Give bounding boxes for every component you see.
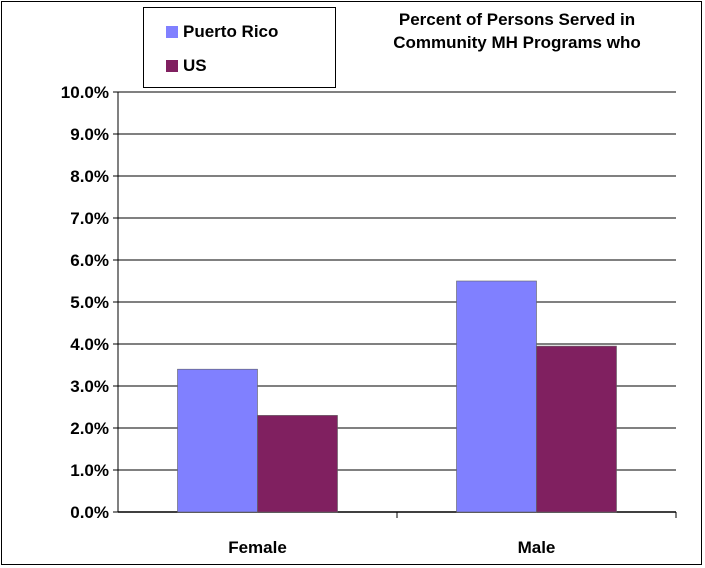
legend-swatch-us <box>166 60 178 72</box>
chart-title-line-2: Community MH Programs who <box>393 33 641 52</box>
bar-us-female <box>257 415 338 513</box>
legend-item-us: US <box>166 56 207 76</box>
y-tick-label: 10.0% <box>61 83 109 102</box>
x-tick-label: Male <box>518 538 556 557</box>
legend-label-puerto-rico: Puerto Rico <box>183 22 279 41</box>
legend-label-us: US <box>183 56 207 75</box>
legend: Puerto Rico US <box>143 7 336 88</box>
y-tick-label: 9.0% <box>70 125 109 144</box>
y-tick-label: 8.0% <box>70 167 109 186</box>
chart-title: Percent of Persons Served in Community M… <box>347 8 687 54</box>
y-tick-label: 3.0% <box>70 377 109 396</box>
bar-puerto-rico-male <box>456 280 537 513</box>
y-tick-label: 2.0% <box>70 419 109 438</box>
y-tick-label: 1.0% <box>70 461 109 480</box>
y-tick-label: 0.0% <box>70 503 109 522</box>
bar-puerto-rico-female <box>177 368 258 513</box>
bar-us-male <box>536 345 617 513</box>
y-tick-label: 5.0% <box>70 293 109 312</box>
y-tick-label: 7.0% <box>70 209 109 228</box>
x-tick-label: Female <box>228 538 287 557</box>
legend-item-puerto-rico: Puerto Rico <box>166 22 278 42</box>
legend-swatch-puerto-rico <box>166 26 178 38</box>
y-tick-label: 4.0% <box>70 335 109 354</box>
y-tick-label: 6.0% <box>70 251 109 270</box>
chart-title-line-1: Percent of Persons Served in <box>398 10 636 29</box>
